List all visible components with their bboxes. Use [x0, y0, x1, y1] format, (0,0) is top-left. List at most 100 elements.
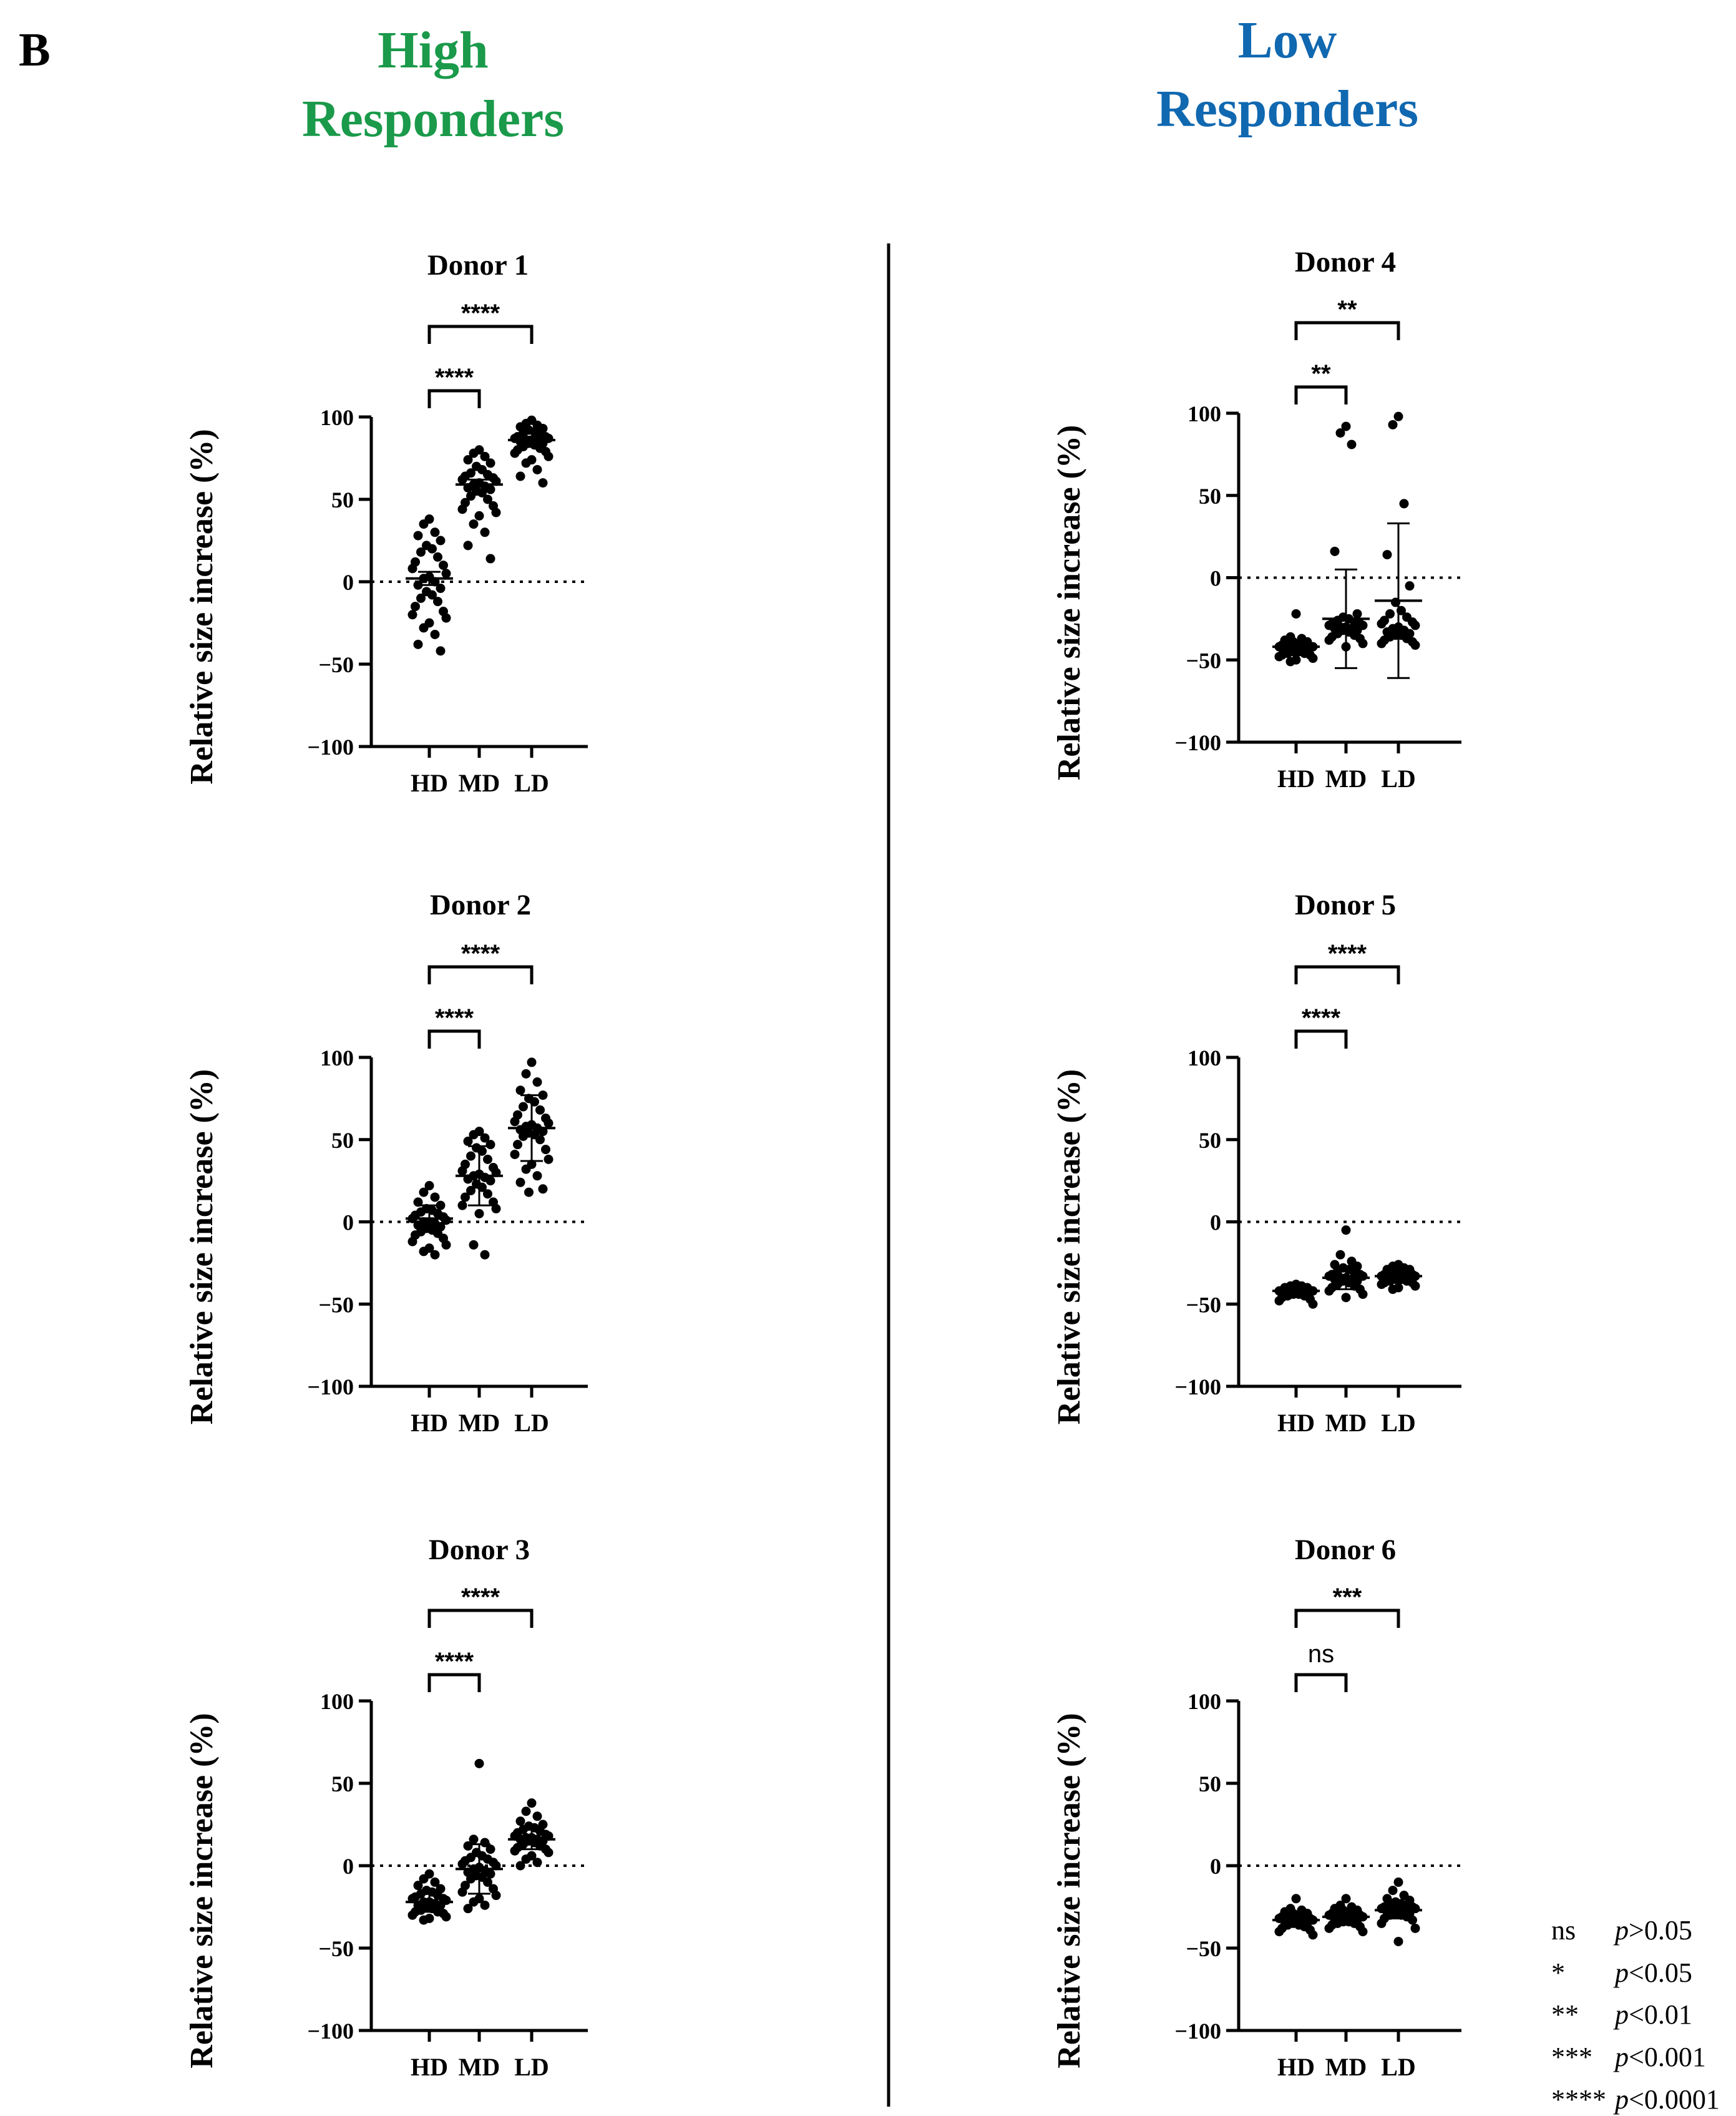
data-point: [535, 1135, 545, 1145]
legend-p-threshold: >0.05: [1629, 1915, 1692, 1946]
series-hd: [406, 514, 453, 656]
data-point: [491, 1891, 501, 1901]
y-tick-label: −50: [318, 1292, 354, 1317]
data-point: [510, 448, 520, 458]
significance-label: ****: [435, 1004, 474, 1032]
significance-label: ****: [1302, 1004, 1341, 1032]
data-point: [469, 448, 479, 458]
data-point: [419, 1187, 429, 1197]
significance-label: ****: [435, 364, 474, 391]
y-axis-label: Relative size increase (%): [184, 1713, 220, 2068]
significance-label: ****: [461, 940, 500, 967]
y-tick-label: −50: [1186, 648, 1221, 673]
chart-panel-donor-4: Donor 4 Relative size increase (%) 100 50 0 −…: [1051, 246, 1461, 793]
significance-bracket: ***: [1294, 1584, 1400, 1628]
data-point: [1274, 1927, 1284, 1937]
data-point: [1385, 609, 1395, 619]
y-tick-label: 100: [1187, 1689, 1221, 1714]
data-point: [1410, 1281, 1420, 1291]
chart-title: Donor 1: [427, 249, 529, 282]
data-point: [463, 1904, 473, 1914]
legend-p-threshold: <0.05: [1629, 1957, 1692, 1988]
series-hd: [1272, 609, 1320, 667]
data-point: [510, 1149, 520, 1159]
data-point: [521, 1069, 531, 1079]
data-point: [535, 1105, 545, 1115]
data-point: [419, 519, 429, 529]
significance-bracket: **: [1294, 296, 1400, 340]
bracket-line: [1294, 965, 1400, 984]
series-hd: [1272, 1280, 1320, 1309]
significance-label: ****: [1328, 940, 1367, 967]
y-tick-label: 100: [320, 1046, 354, 1070]
significance-bracket: ****: [427, 1584, 534, 1628]
data-point: [427, 590, 437, 600]
chart-panels: Donor 1 Relative size increase (%) 100 50 0 −…: [184, 246, 1461, 2081]
significance-bracket: ****: [427, 1004, 481, 1049]
data-point: [491, 1203, 501, 1213]
y-tick-label: 0: [343, 1854, 354, 1879]
x-category-label: LD: [1381, 2053, 1416, 2081]
bracket-line: [427, 1673, 481, 1692]
data-point: [457, 474, 467, 484]
legend-p-variable: p: [1613, 2084, 1629, 2115]
data-point: [1408, 1915, 1417, 1925]
data-point: [1399, 499, 1409, 509]
legend-p-threshold: <0.0001: [1629, 2084, 1720, 2115]
data-point: [457, 1859, 467, 1869]
data-point: [469, 1897, 479, 1907]
data-point: [413, 531, 423, 541]
x-category-label: HD: [411, 769, 448, 797]
series-ld: [508, 1798, 555, 1871]
data-point: [427, 544, 437, 554]
data-point: [430, 1877, 440, 1887]
data-point: [1324, 635, 1334, 645]
chart-panel-donor-1: Donor 1 Relative size increase (%) 100 50 0 −…: [184, 249, 588, 797]
data-point: [1341, 1225, 1351, 1235]
chart-title: Donor 4: [1295, 246, 1396, 278]
data-point: [436, 536, 446, 546]
x-category-label: MD: [1325, 1409, 1367, 1437]
y-tick-label: 0: [343, 570, 354, 595]
series-hd: [406, 1869, 453, 1925]
bracket-line: [1294, 1029, 1348, 1049]
data-point: [1358, 639, 1368, 649]
data-point: [510, 1846, 520, 1856]
x-category-label: HD: [1277, 765, 1315, 793]
data-point: [485, 1140, 495, 1150]
panel-letter: B: [19, 24, 51, 76]
data-point: [419, 1874, 429, 1884]
data-point: [466, 1874, 475, 1884]
series-hd: [1272, 1894, 1320, 1940]
data-point: [413, 1881, 423, 1891]
data-point: [544, 1118, 553, 1128]
data-point: [413, 639, 423, 649]
data-point: [407, 1910, 417, 1920]
data-point: [1393, 1877, 1403, 1887]
chart-title: Donor 5: [1295, 889, 1396, 921]
data-point: [1377, 619, 1387, 629]
data-point: [1274, 652, 1284, 662]
y-axis-label: Relative size increase (%): [1051, 1069, 1087, 1424]
y-tick-label: 50: [331, 1128, 354, 1153]
significance-bracket: **: [1294, 360, 1348, 404]
data-point: [519, 1102, 528, 1112]
x-category-label: LD: [514, 769, 549, 797]
y-tick-label: −100: [1174, 1374, 1221, 1399]
series-ld: [1375, 1260, 1422, 1295]
data-point: [474, 511, 484, 521]
y-tick-label: 100: [1187, 401, 1221, 426]
data-point: [521, 458, 531, 468]
y-tick-label: 0: [1210, 1854, 1221, 1879]
significance-label: **: [1337, 296, 1357, 323]
data-point: [483, 1877, 492, 1887]
legend-p-variable: p: [1613, 1957, 1629, 1988]
x-category-label: LD: [1381, 765, 1416, 793]
bracket-line: [1294, 321, 1400, 340]
data-point: [480, 1250, 490, 1260]
data-point: [527, 1798, 537, 1808]
data-point: [480, 451, 490, 461]
low-responders-title-line1: Low: [1238, 11, 1337, 69]
series-md: [1322, 421, 1370, 669]
data-point: [441, 1912, 451, 1922]
